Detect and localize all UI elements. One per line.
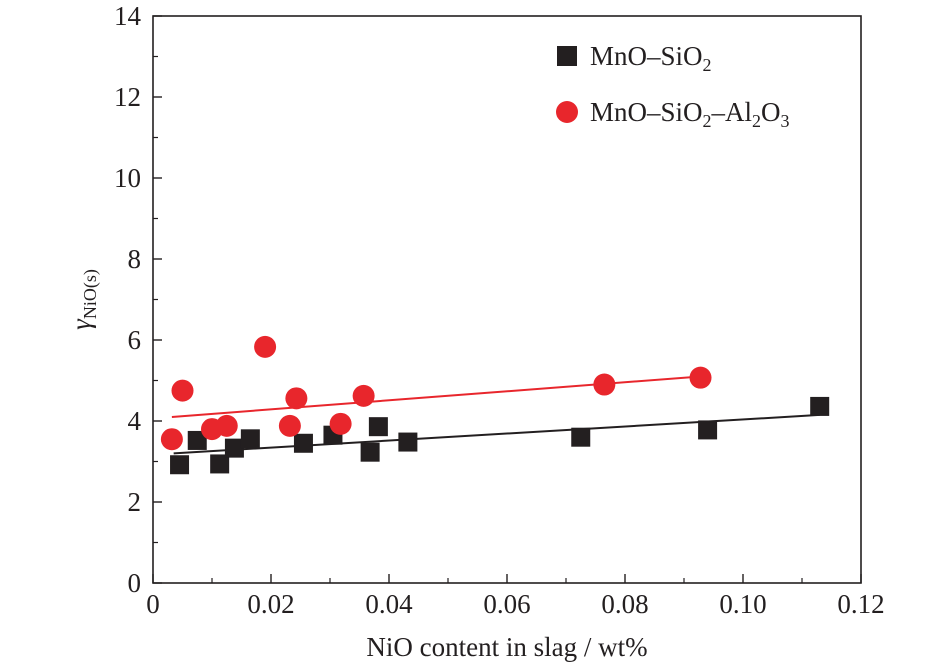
y-axis-title: γNiO(s) [66, 269, 101, 330]
trend-line [171, 375, 701, 418]
y-tick-label: 10 [114, 163, 141, 193]
data-point-square [293, 433, 313, 453]
trend-lines [171, 375, 820, 455]
y-tick-label: 6 [128, 325, 142, 355]
legend-label-subscript: 2 [752, 111, 761, 131]
data-point-square [240, 429, 260, 449]
data-point-square [571, 427, 591, 447]
legend-label-subscript: 2 [703, 55, 712, 75]
y-axis-title-subscript: NiO(s) [80, 269, 101, 319]
y-tick-label: 12 [114, 82, 141, 112]
data-point-square [360, 442, 380, 462]
x-tick-label: 0.10 [719, 589, 766, 619]
data-point-square [170, 455, 190, 475]
plot-frame [152, 15, 862, 584]
data-point-square [210, 454, 230, 474]
legend-label-text: MnO–SiO [590, 97, 703, 127]
data-point-circle [593, 373, 616, 396]
data-point-circle [689, 366, 712, 389]
y-axis-ticks: 0 2 4 6 8 10 12 14 [114, 1, 162, 598]
y-tick-label: 14 [114, 1, 142, 31]
legend-marker-square [557, 46, 577, 66]
x-tick-label: 0.08 [601, 589, 648, 619]
legend-label-text: MnO–SiO [590, 41, 703, 71]
x-tick-label: 0.04 [365, 589, 413, 619]
data-point-circle [171, 379, 194, 402]
data-points [160, 335, 830, 475]
legend-label: MnO–SiO2–Al2O3 [590, 97, 790, 131]
x-tick-label: 0.12 [837, 589, 884, 619]
legend-label-subscript: 3 [781, 111, 790, 131]
x-axis-ticks: 0 0.02 0.04 0.06 0.08 0.10 0.12 [146, 574, 885, 619]
legend-label-text: –Al [711, 97, 753, 127]
data-point-circle [254, 335, 277, 358]
x-axis-title: NiO content in slag / wt% [366, 632, 647, 662]
trend-line [173, 413, 820, 455]
data-point-square [224, 438, 244, 458]
legend-label-subscript: 2 [703, 111, 712, 131]
plot-border [152, 15, 862, 584]
data-point-circle [285, 387, 308, 410]
y-tick-label: 2 [128, 487, 142, 517]
data-point-square [368, 417, 388, 437]
legend-label-text: O [761, 97, 781, 127]
y-tick-label: 8 [128, 244, 142, 274]
legend-marker-circle [556, 101, 578, 123]
legend-label: MnO–SiO2 [590, 41, 712, 75]
data-point-square [187, 430, 207, 450]
data-point-circle [329, 412, 352, 435]
data-point-square [398, 432, 418, 452]
data-point-circle [160, 428, 183, 451]
data-point-square [698, 420, 718, 440]
y-tick-label: 4 [128, 406, 142, 436]
data-point-circle [278, 414, 301, 437]
data-point-circle [352, 384, 375, 407]
y-axis-title-symbol: γ [66, 318, 96, 330]
x-tick-label: 0.02 [247, 589, 294, 619]
x-tick-label: 0.06 [483, 589, 530, 619]
x-tick-label: 0 [146, 589, 160, 619]
data-point-circle [215, 414, 238, 437]
y-tick-label: 0 [128, 568, 142, 598]
data-point-square [810, 396, 830, 416]
